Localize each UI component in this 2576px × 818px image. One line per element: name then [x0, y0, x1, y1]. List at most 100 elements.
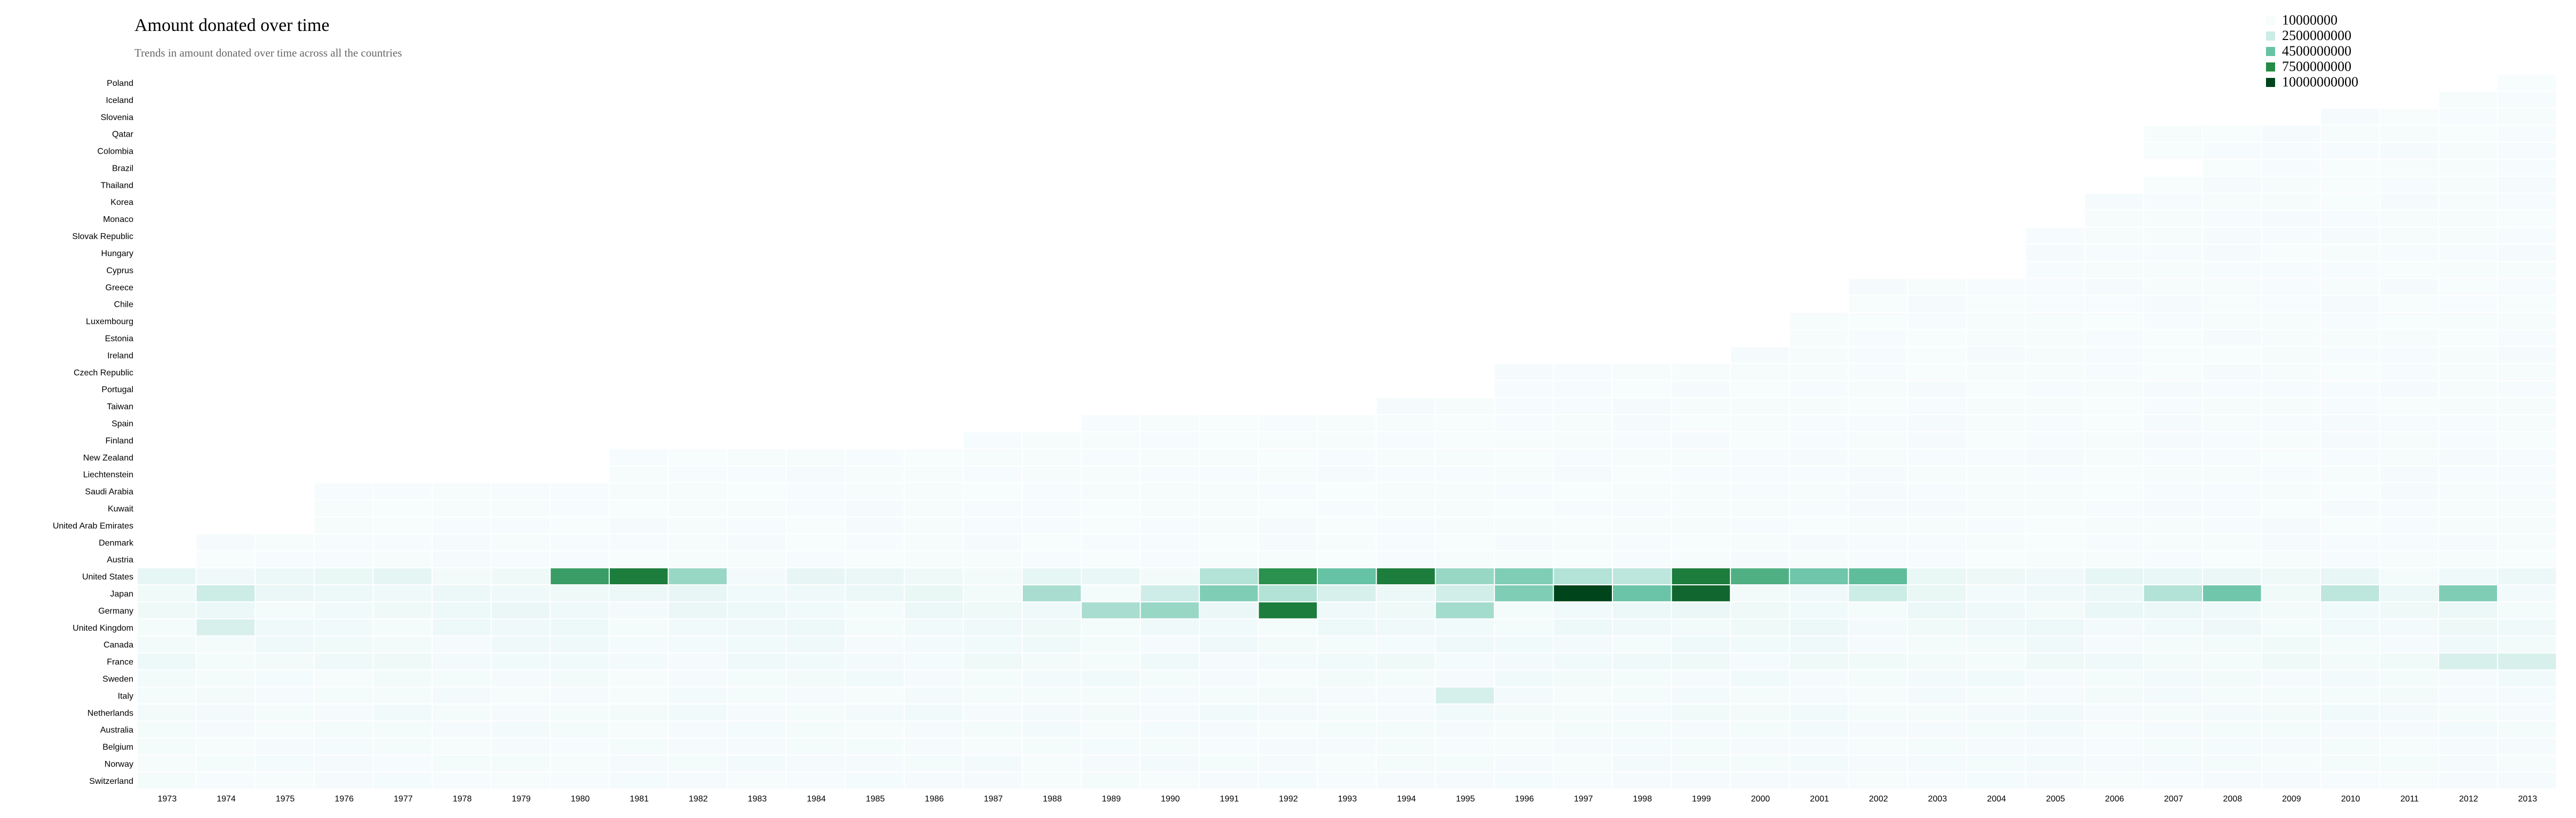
heatmap-cell — [964, 517, 1022, 534]
heatmap-cell — [1377, 466, 1435, 482]
heatmap-cell — [669, 653, 727, 670]
heatmap-cell — [2498, 772, 2556, 789]
heatmap-cell — [904, 449, 963, 465]
heatmap-cell — [2085, 364, 2143, 380]
country-tick-label: Finland — [106, 436, 133, 446]
heatmap-cell — [1790, 756, 1848, 772]
year-tick-label: 1986 — [925, 795, 944, 804]
heatmap-cell — [551, 534, 609, 551]
heatmap-cell — [846, 517, 904, 534]
year-tick-label: 1980 — [571, 795, 590, 804]
heatmap-cell — [1436, 721, 1494, 738]
heatmap-cell — [2203, 534, 2261, 551]
heatmap-cell — [2203, 364, 2261, 380]
heatmap-cell — [1967, 415, 2025, 431]
heatmap-cell — [1554, 466, 1612, 482]
country-tick-label: Australia — [100, 726, 133, 735]
heatmap-cell — [728, 568, 786, 584]
heatmap-cell — [2144, 704, 2202, 721]
heatmap-cell — [1377, 721, 1435, 738]
heatmap-cell — [1318, 517, 1376, 534]
heatmap-cell — [1613, 756, 1671, 772]
heatmap-cell — [846, 756, 904, 772]
heatmap-cell — [728, 670, 786, 687]
heatmap-cell — [1849, 619, 1907, 636]
heatmap-cell — [1672, 738, 1730, 755]
heatmap-cell — [196, 653, 255, 670]
heatmap-cell — [964, 534, 1022, 551]
heatmap-cell — [314, 772, 373, 789]
heatmap-cell — [2203, 279, 2261, 295]
heatmap-cell — [904, 585, 963, 601]
heatmap-cell — [256, 568, 314, 584]
country-tick-label: Ireland — [107, 351, 133, 360]
heatmap-cell — [964, 432, 1022, 448]
heatmap-cell — [1494, 500, 1553, 517]
legend-label: 4500000000 — [2282, 43, 2351, 59]
heatmap-cell — [1790, 449, 1848, 465]
heatmap-cell — [491, 653, 550, 670]
heatmap-cell — [256, 534, 314, 551]
heatmap-cell — [1731, 347, 1789, 363]
heatmap-cell — [904, 568, 963, 584]
heatmap-cell — [2498, 381, 2556, 398]
heatmap-cell — [964, 738, 1022, 755]
heatmap-cell — [846, 483, 904, 499]
heatmap-cell — [2085, 313, 2143, 329]
heatmap-cell — [2262, 585, 2320, 601]
heatmap-cell — [2321, 466, 2379, 482]
heatmap-cell — [669, 483, 727, 499]
heatmap-cell — [2498, 636, 2556, 653]
heatmap-cell — [1731, 772, 1789, 789]
heatmap-cell — [2439, 687, 2497, 704]
year-tick-label: 2012 — [2459, 795, 2478, 804]
year-tick-label: 1973 — [158, 795, 177, 804]
heatmap-cell — [1199, 756, 1258, 772]
heatmap-cell — [2439, 602, 2497, 618]
heatmap-cell — [433, 619, 491, 636]
heatmap-cell — [551, 670, 609, 687]
year-tick-label: 1975 — [276, 795, 295, 804]
heatmap-cell — [1082, 738, 1140, 755]
heatmap-cell — [609, 687, 668, 704]
heatmap-cell — [1731, 534, 1789, 551]
heatmap-cell — [256, 551, 314, 568]
heatmap-cell — [1613, 449, 1671, 465]
heatmap-cell — [2144, 313, 2202, 329]
heatmap-cell — [2085, 194, 2143, 210]
heatmap-cell — [138, 585, 196, 601]
heatmap-cell — [2439, 738, 2497, 755]
heatmap-cell — [1141, 772, 1199, 789]
heatmap-cell — [609, 500, 668, 517]
country-tick-label: Qatar — [112, 130, 134, 139]
heatmap-cell — [728, 704, 786, 721]
heatmap-cell — [1731, 636, 1789, 653]
country-tick-label: United States — [82, 573, 133, 582]
heatmap-cell — [2026, 756, 2084, 772]
heatmap-cell — [2439, 228, 2497, 244]
heatmap-cell — [964, 449, 1022, 465]
heatmap-cell — [314, 534, 373, 551]
heatmap-cell — [1259, 756, 1317, 772]
heatmap-cell — [2439, 347, 2497, 363]
heatmap-cell — [2262, 704, 2320, 721]
heatmap-cell — [2380, 636, 2438, 653]
heatmap-cell — [2203, 670, 2261, 687]
heatmap-cell — [2498, 466, 2556, 482]
heatmap-cell — [904, 534, 963, 551]
heatmap-cell — [846, 466, 904, 482]
heatmap-cell — [373, 721, 432, 738]
heatmap-cell — [1494, 585, 1553, 601]
heatmap-cell — [2262, 177, 2320, 193]
heatmap-cell — [1494, 704, 1553, 721]
heatmap-cell — [2203, 687, 2261, 704]
heatmap-cell — [1141, 551, 1199, 568]
heatmap-cell — [2203, 177, 2261, 193]
heatmap-cell — [551, 551, 609, 568]
heatmap-cell — [1199, 415, 1258, 431]
heatmap-cell — [1377, 432, 1435, 448]
heatmap-cell — [1967, 449, 2025, 465]
heatmap-cell — [1259, 704, 1317, 721]
heatmap-cell — [1199, 653, 1258, 670]
heatmap-cell — [314, 738, 373, 755]
